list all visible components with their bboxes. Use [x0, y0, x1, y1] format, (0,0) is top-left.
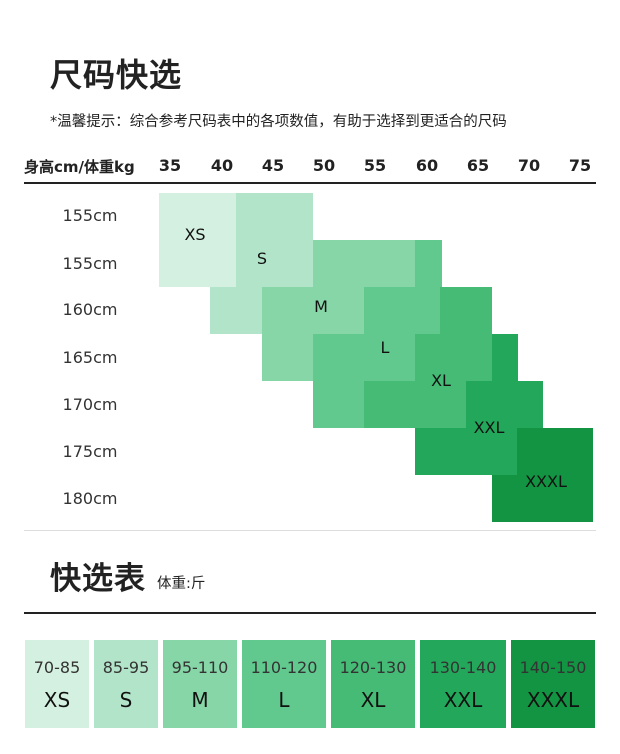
weight-tick: 65	[466, 156, 490, 175]
quick-card-xxl: 130-140 XXL	[420, 640, 506, 728]
height-label: 170cm	[62, 395, 118, 414]
card-size: L	[278, 688, 290, 712]
card-size: S	[119, 688, 133, 712]
section-divider	[24, 530, 596, 531]
card-size: XXL	[443, 688, 483, 712]
weight-tick: 40	[210, 156, 234, 175]
card-range: 70-85	[33, 658, 81, 677]
weight-tick: 70	[517, 156, 541, 175]
size-block-l	[313, 381, 364, 428]
quick-card-s: 85-95 S	[94, 640, 158, 728]
size-block-xxxl	[492, 475, 593, 522]
weight-tick: 45	[261, 156, 285, 175]
card-size: XS	[43, 688, 71, 712]
height-label: 155cm	[62, 254, 118, 273]
size-block-m	[262, 287, 364, 334]
card-range: 110-120	[250, 658, 318, 677]
weight-tick: 50	[312, 156, 336, 175]
size-label-xs: XS	[184, 225, 206, 244]
weight-tick: 75	[568, 156, 592, 175]
quick-card-xl: 120-130 XL	[331, 640, 415, 728]
size-block-xxl	[466, 381, 543, 428]
card-range: 95-110	[171, 658, 229, 677]
size-block-s	[236, 193, 313, 287]
size-label-xxl: XXL	[473, 418, 505, 437]
height-label: 165cm	[62, 348, 118, 367]
weight-tick: 35	[158, 156, 182, 175]
size-label-l: L	[380, 338, 390, 357]
quick-table-subtitle: 体重:斤	[157, 576, 206, 592]
height-label: 155cm	[62, 206, 118, 225]
card-size: XXXL	[526, 688, 580, 712]
size-block-xxl	[415, 428, 517, 475]
quick-table-title: 快选表	[50, 561, 146, 597]
page-title: 尺码快选	[50, 56, 183, 94]
card-range: 130-140	[429, 658, 497, 677]
card-size: XL	[360, 688, 386, 712]
size-block-xxl	[492, 334, 518, 381]
axis-header-label: 身高cm/体重kg	[24, 158, 135, 176]
size-block-xl	[440, 287, 492, 334]
weight-tick: 60	[415, 156, 439, 175]
size-block-l	[415, 240, 442, 287]
card-range: 140-150	[519, 658, 587, 677]
card-range: 120-130	[339, 658, 407, 677]
size-block-xs	[159, 193, 236, 287]
size-label-s: S	[256, 249, 268, 268]
height-label: 180cm	[62, 489, 118, 508]
size-label-m: M	[314, 297, 328, 316]
weight-tick: 55	[363, 156, 387, 175]
quick-card-m: 95-110 M	[163, 640, 237, 728]
size-label-xl: XL	[431, 371, 451, 390]
height-label: 160cm	[62, 300, 118, 319]
height-label: 175cm	[62, 442, 118, 461]
size-block-xl	[364, 381, 466, 428]
size-block-l	[313, 334, 415, 381]
size-block-s	[210, 287, 262, 334]
quick-card-xxxl: 140-150 XXXL	[511, 640, 595, 728]
quick-table-divider	[24, 612, 596, 614]
size-label-xxxl: XXXL	[525, 472, 567, 491]
card-range: 85-95	[102, 658, 150, 677]
card-size: M	[191, 688, 209, 712]
header-divider	[24, 182, 596, 184]
tip-text: *温馨提示：综合参考尺码表中的各项数值，有助于选择到更适合的尺码	[50, 114, 507, 130]
quick-card-xs: 70-85 XS	[25, 640, 89, 728]
quick-card-l: 110-120 L	[242, 640, 326, 728]
size-block-m	[262, 334, 314, 381]
size-block-xxxl	[517, 428, 593, 475]
